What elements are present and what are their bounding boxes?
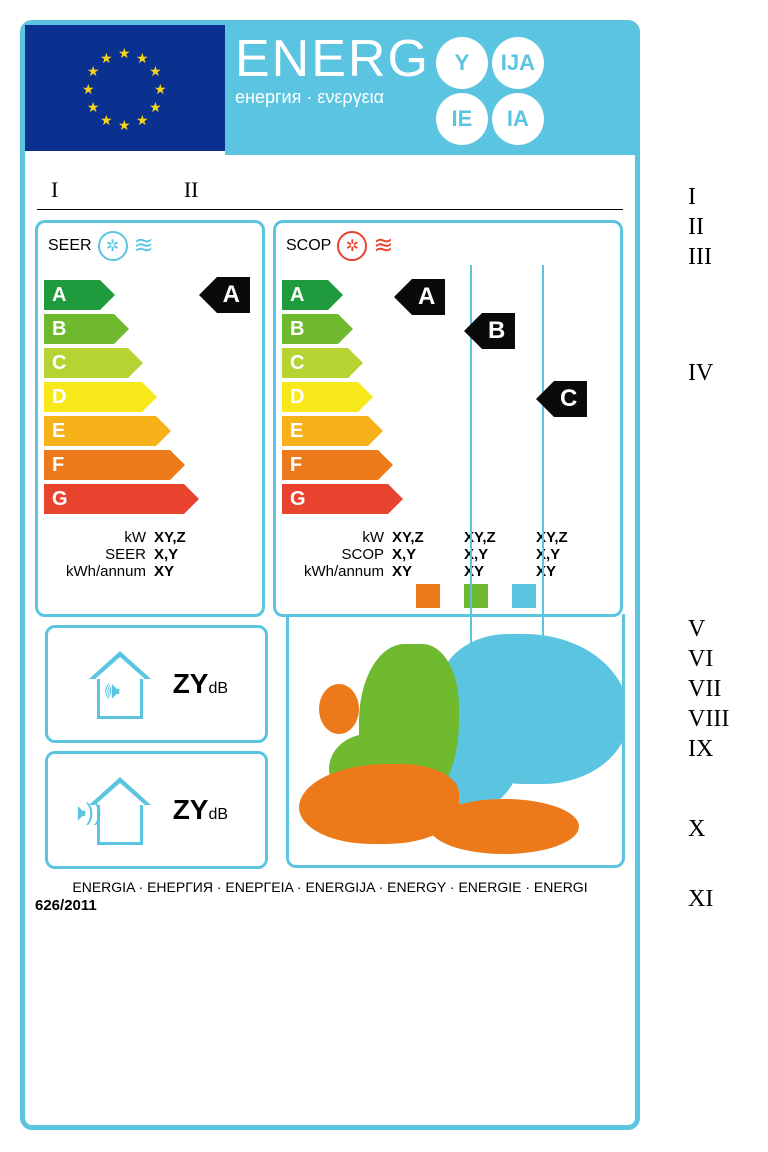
eff-class-B: B: [44, 314, 114, 344]
suffix-IJA: IJA: [492, 37, 544, 89]
suffix-IA: IA: [492, 93, 544, 145]
regulation-number: 626/2011: [25, 897, 635, 920]
annotation-IX: IX: [688, 736, 713, 763]
heat-waves-icon: ≋: [373, 239, 391, 253]
energy-label: ★★★★★★★★★★★★ ENERG енергия · ενεργεια YI…: [20, 20, 640, 1130]
scop-title: SCOP: [286, 237, 331, 255]
eff-class-F: F: [44, 450, 170, 480]
eff-class-C: C: [282, 348, 348, 378]
house-outdoor-icon: 🕨)): [85, 775, 155, 845]
seer-specs: kWXY,ZSEERX,YkWh/annumXY: [44, 529, 256, 580]
supplier-field-1: I: [51, 177, 58, 202]
eff-class-A: A: [44, 280, 100, 310]
outdoor-sound-panel: 🕨)) ZYdB: [45, 751, 268, 869]
scop-arrows: ABCDEFGABC: [282, 279, 614, 515]
energ-block: ENERG енергия · ενεργεια YIJAIEIA: [225, 25, 635, 155]
eff-class-C: C: [44, 348, 128, 378]
annotation-XI: XI: [688, 886, 713, 913]
db-unit: dB: [208, 680, 228, 697]
fan-cool-icon: ✲: [98, 231, 128, 261]
eff-class-B: B: [282, 314, 338, 344]
scop-panel: SCOP ✲ ≋ ABCDEFGABC kWXY,ZXY,ZXY,ZSCOPX,…: [273, 220, 623, 617]
footer-languages: ENERGIA · ЕНЕРГИЯ · ΕΝΕΡΓΕΙΑ · ENERGIJA …: [25, 869, 635, 897]
annotation-II: II: [688, 214, 704, 241]
energ-title: ENERG: [235, 33, 430, 85]
seer-arrows: A ABCDEFG: [44, 279, 256, 515]
scop-specs: kWXY,ZXY,ZXY,ZSCOPX,YX,YX,YkWh/annumXYXY…: [282, 529, 614, 580]
header: ★★★★★★★★★★★★ ENERG енергия · ενεργεια YI…: [25, 25, 635, 155]
annotation-X: X: [688, 816, 705, 843]
seer-title: SEER: [48, 237, 92, 255]
cool-waves-icon: ≋: [134, 239, 152, 253]
zone-square: [416, 584, 440, 608]
seer-rating-pointer: A: [217, 277, 250, 313]
scop-rating-A: A: [412, 279, 445, 315]
annotation-V: V: [688, 616, 705, 643]
annotation-VII: VII: [688, 676, 721, 703]
eff-class-E: E: [44, 416, 156, 446]
eff-class-D: D: [282, 382, 358, 412]
indoor-sound-panel: 🕪 ZYdB: [45, 625, 268, 743]
seer-panel: SEER ✲ ≋ A ABCDEFG kWXY,ZSEERX,YkWh/annu…: [35, 220, 265, 617]
annotation-VI: VI: [688, 646, 713, 673]
eu-flag: ★★★★★★★★★★★★: [25, 25, 225, 151]
fan-heat-icon: ✲: [337, 231, 367, 261]
house-indoor-icon: 🕪: [85, 649, 155, 719]
zone-square: [512, 584, 536, 608]
suffix-circles: YIJAIEIA: [436, 33, 548, 147]
indoor-db-value: ZY: [173, 668, 209, 699]
suffix-IE: IE: [436, 93, 488, 145]
scop-rating-B: B: [482, 313, 515, 349]
climate-map: [286, 614, 625, 868]
annotation-IV: IV: [688, 360, 713, 387]
annotation-III: III: [688, 244, 712, 271]
eff-class-F: F: [282, 450, 378, 480]
eff-class-G: G: [282, 484, 388, 514]
eff-class-E: E: [282, 416, 368, 446]
eff-class-A: A: [282, 280, 328, 310]
annotation-VIII: VIII: [688, 706, 729, 733]
supplier-field-2: II: [184, 177, 199, 202]
eff-class-D: D: [44, 382, 142, 412]
zone-squares: [282, 584, 614, 608]
annotation-I: I: [688, 184, 696, 211]
outdoor-db-value: ZY: [173, 794, 209, 825]
db-unit-2: dB: [208, 806, 228, 823]
suffix-Y: Y: [436, 37, 488, 89]
energ-subtitle: енергия · ενεργεια: [235, 87, 430, 108]
supplier-row: I II: [37, 155, 623, 210]
zone-square: [464, 584, 488, 608]
eff-class-G: G: [44, 484, 184, 514]
scop-rating-C: C: [554, 381, 587, 417]
